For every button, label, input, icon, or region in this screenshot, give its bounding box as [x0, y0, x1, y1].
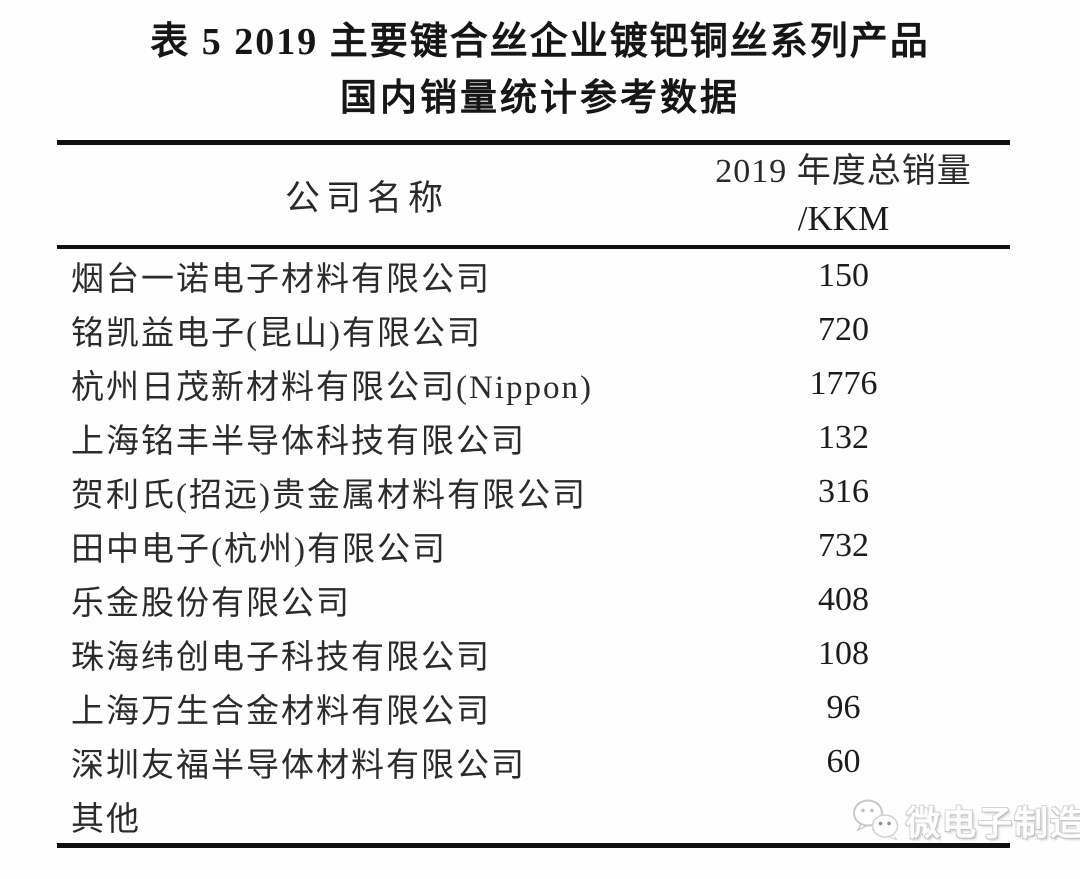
sales-value-cell: 60: [826, 743, 861, 780]
sales-value-cell: 732: [818, 527, 869, 564]
watermark-label: 微电子制造: [906, 805, 1080, 843]
sales-value-cell: 132: [818, 419, 869, 456]
table-row: 深圳友福半导体材料有限公司 60: [57, 735, 1010, 789]
company-name-cell: 乐金股份有限公司: [71, 586, 351, 622]
sales-value-cell: 408: [818, 581, 869, 618]
sales-value-cell: 150: [818, 257, 869, 294]
header-sales: 2019 年度总销量 /KKM: [677, 145, 1010, 245]
company-name-cell: 田中电子(杭州)有限公司: [71, 532, 447, 568]
header-sales-line1: 2019 年度总销量: [715, 153, 972, 190]
sales-value-cell: 1776: [809, 365, 878, 402]
table-title-line1: 表 5 2019 主要键合丝企业镀钯铜丝系列产品: [150, 21, 930, 63]
sales-table: 公司名称 2019 年度总销量 /KKM 烟台一诺电子材料有限公司 150 铭凯…: [57, 140, 1010, 848]
company-name-cell: 杭州日茂新材料有限公司(Nippon): [71, 370, 593, 406]
table-row: 杭州日茂新材料有限公司(Nippon) 1776: [57, 357, 1010, 411]
table-header-rule: [57, 245, 1010, 249]
company-name-cell: 贺利氏(招远)贵金属材料有限公司: [71, 478, 587, 514]
table-top-rule: [57, 140, 1010, 145]
company-name-cell: 珠海纬创电子科技有限公司: [71, 640, 491, 676]
table-row: 田中电子(杭州)有限公司 732: [57, 519, 1010, 573]
sales-value-cell: 720: [818, 311, 869, 348]
table-body: 烟台一诺电子材料有限公司 150 铭凯益电子(昆山)有限公司 720 杭州日茂新…: [57, 249, 1010, 843]
company-name-cell: 上海万生合金材料有限公司: [71, 694, 491, 730]
sales-value-cell: 96: [826, 689, 861, 726]
table-bottom-rule: [57, 843, 1010, 848]
company-name-cell: 其他: [71, 802, 141, 838]
company-name-cell: 上海铭丰半导体科技有限公司: [71, 424, 526, 460]
table-title-line2: 国内销量统计参考数据: [340, 78, 740, 119]
company-name-cell: 铭凯益电子(昆山)有限公司: [71, 316, 482, 352]
table-row: 上海铭丰半导体科技有限公司 132: [57, 411, 1010, 465]
table-row: 铭凯益电子(昆山)有限公司 720: [57, 303, 1010, 357]
table-row: 上海万生合金材料有限公司 96: [57, 681, 1010, 735]
header-company-name: 公司名称: [284, 178, 449, 218]
table-row: 其他: [57, 789, 1010, 843]
table-row: 珠海纬创电子科技有限公司 108: [57, 627, 1010, 681]
watermark: 微电子制造: [852, 796, 1080, 845]
sales-value-cell: 316: [818, 473, 869, 510]
table-row: 乐金股份有限公司 408: [57, 573, 1010, 627]
table-header-row: 公司名称 2019 年度总销量 /KKM: [57, 145, 1010, 245]
company-name-cell: 烟台一诺电子材料有限公司: [71, 262, 491, 298]
table-title: 表 5 2019 主要键合丝企业镀钯铜丝系列产品 国内销量统计参考数据: [0, 16, 1080, 124]
header-sales-line2: /KKM: [797, 199, 890, 238]
table-row: 烟台一诺电子材料有限公司 150: [57, 249, 1010, 303]
table-row: 贺利氏(招远)贵金属材料有限公司 316: [57, 465, 1010, 519]
company-name-cell: 深圳友福半导体材料有限公司: [71, 748, 526, 784]
wechat-icon: [853, 799, 899, 840]
sales-value-cell: 108: [818, 635, 869, 672]
